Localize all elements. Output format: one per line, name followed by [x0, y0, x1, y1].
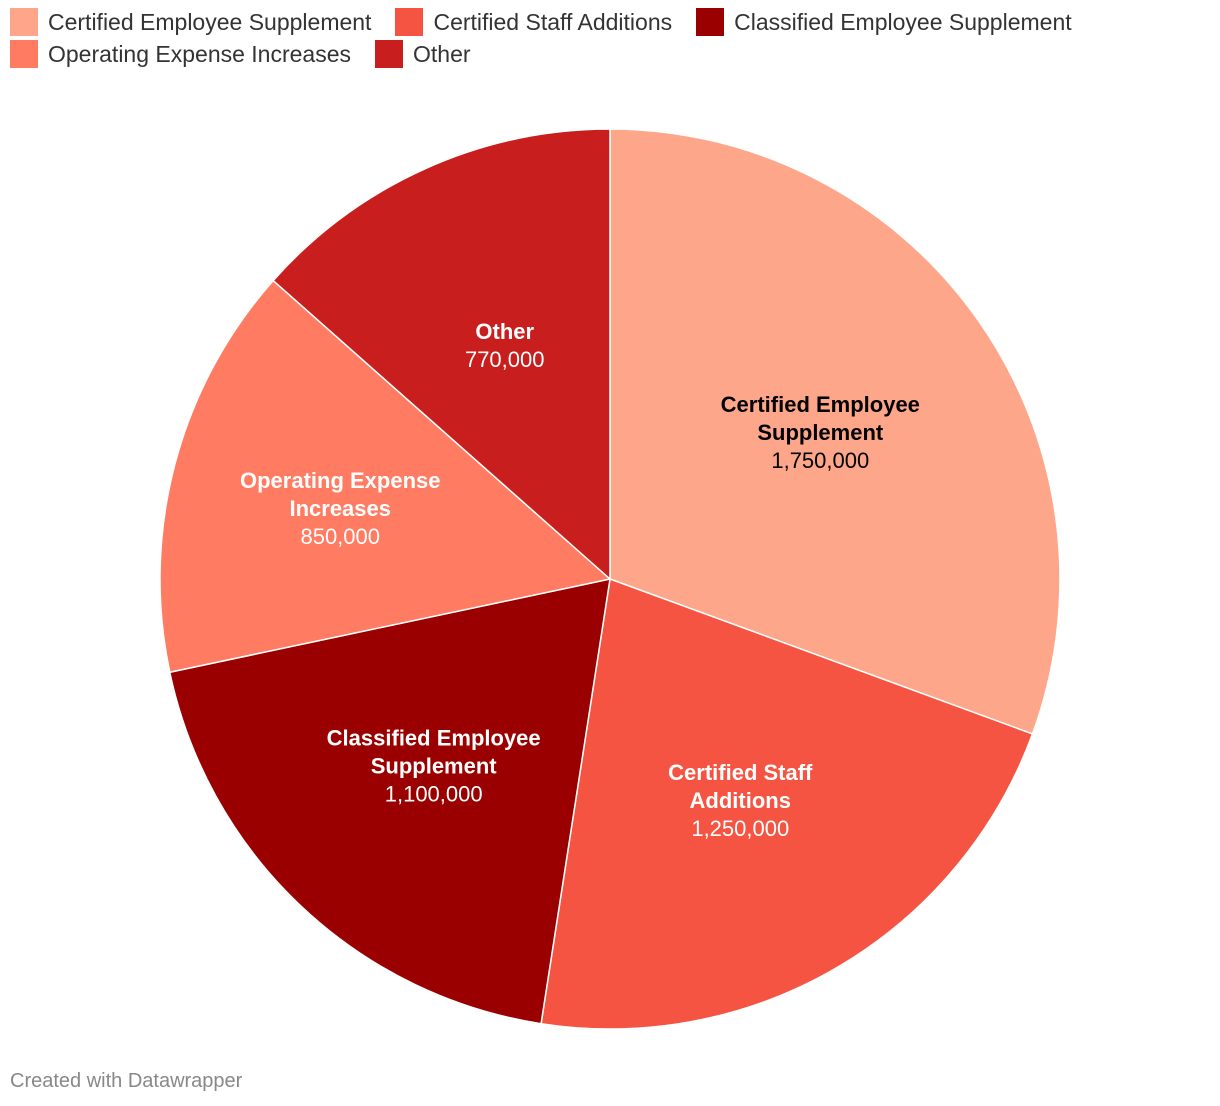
chart-legend: Certified Employee Supplement Certified S… — [10, 8, 1210, 68]
legend-item: Certified Employee Supplement — [10, 8, 371, 36]
slice-label-value: 850,000 — [300, 524, 380, 549]
legend-label: Other — [413, 40, 471, 67]
slice-label-value: 770,000 — [465, 347, 545, 372]
pie-slice — [540, 577, 1034, 1030]
legend-label: Operating Expense Increases — [48, 40, 352, 67]
pie-slice — [159, 279, 612, 674]
slice-label-name: Classified Employee — [327, 725, 541, 750]
slice-label: Other 770,000 — [465, 319, 545, 372]
slice-label-name: Supplement — [371, 753, 498, 778]
slice-label-name: Increases — [289, 496, 391, 521]
legend-item: Other — [375, 40, 471, 68]
legend-item: Certified Staff Additions — [395, 8, 672, 36]
pie-slice — [272, 128, 611, 581]
slice-label-value: 1,100,000 — [385, 781, 483, 806]
slice-label-name: Supplement — [757, 420, 884, 445]
slice-label-name: Certified Employee — [721, 392, 920, 417]
legend-label: Certified Employee Supplement — [48, 8, 372, 35]
slice-label-name: Operating Expense — [240, 468, 441, 493]
slice-label: Certified Employee Supplement 1,750,000 — [721, 392, 920, 473]
slice-label-value: 1,750,000 — [771, 448, 869, 473]
legend-swatch — [10, 40, 38, 68]
legend-swatch — [10, 8, 38, 36]
pie-slice — [168, 578, 611, 1025]
slice-label: Certified Staff Additions 1,250,000 — [668, 760, 813, 841]
slice-label: Classified Employee Supplement 1,100,000 — [327, 725, 541, 806]
slice-label: Operating Expense Increases 850,000 — [240, 468, 441, 549]
legend-label: Classified Employee Supplement — [734, 8, 1072, 35]
footer-credit: Created with Datawrapper — [10, 1070, 243, 1092]
slice-label-name: Other — [475, 319, 534, 344]
legend-item: Operating Expense Increases — [10, 40, 351, 68]
slice-label-name: Additions — [690, 788, 791, 813]
slice-label-name: Certified Staff — [668, 760, 813, 785]
legend-item: Classified Employee Supplement — [696, 8, 1072, 36]
legend-swatch — [375, 40, 404, 68]
legend-swatch — [696, 8, 725, 36]
legend-swatch — [395, 8, 424, 36]
pie-slice — [609, 128, 1061, 735]
slice-label-value: 1,250,000 — [691, 816, 789, 841]
legend-label: Certified Staff Additions — [433, 8, 673, 35]
